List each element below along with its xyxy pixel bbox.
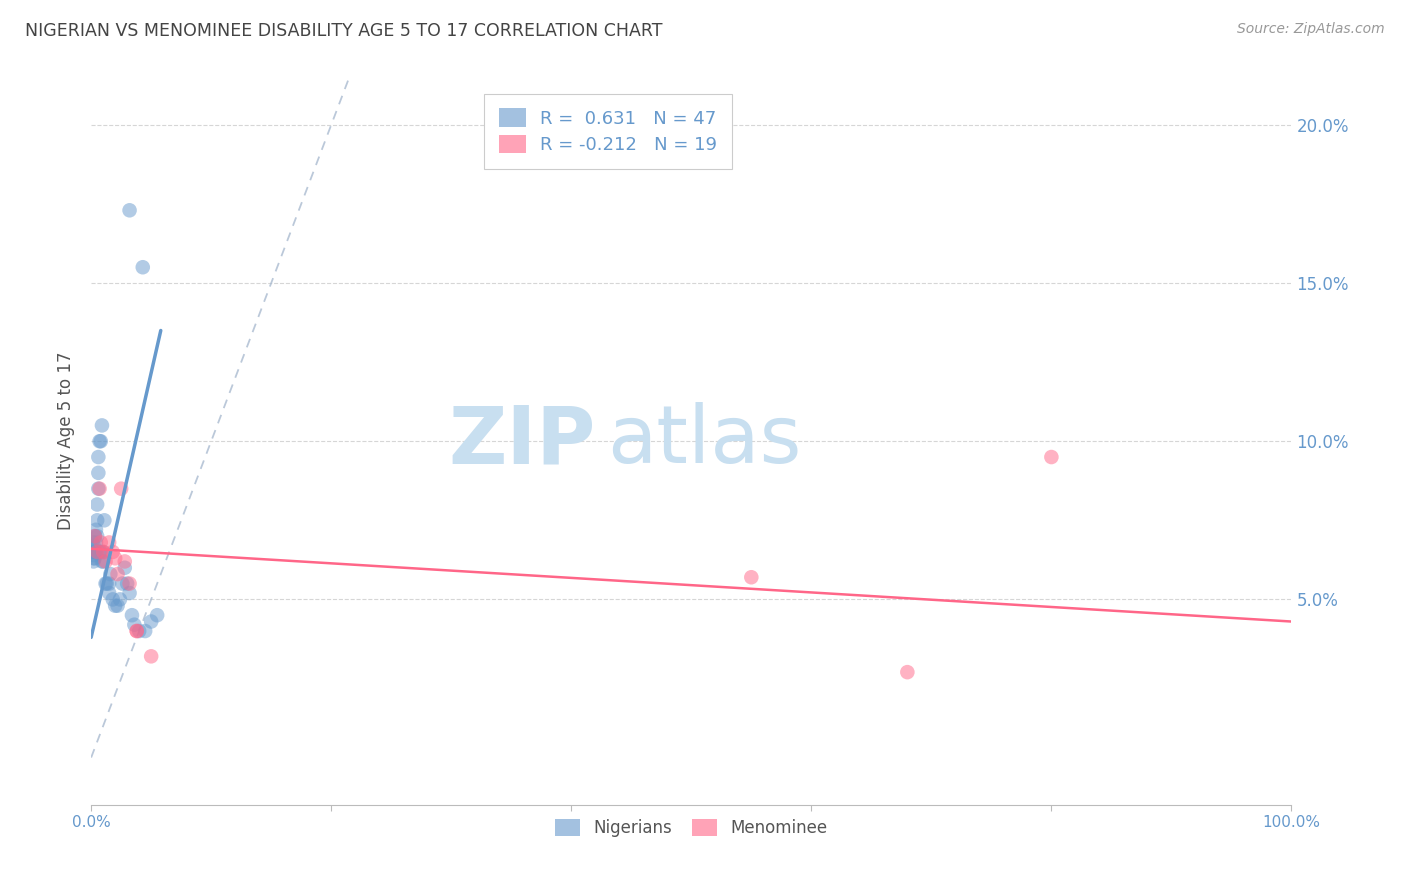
Point	[146, 608, 169, 623]
Point	[101, 545, 124, 559]
Point	[84, 535, 107, 549]
Point	[83, 545, 105, 559]
Point	[93, 513, 115, 527]
Point	[110, 482, 132, 496]
Point	[107, 567, 129, 582]
Point	[740, 570, 762, 584]
Text: Source: ZipAtlas.com: Source: ZipAtlas.com	[1237, 22, 1385, 37]
Point	[132, 260, 155, 275]
Point	[96, 576, 118, 591]
Text: NIGERIAN VS MENOMINEE DISABILITY AGE 5 TO 17 CORRELATION CHART: NIGERIAN VS MENOMINEE DISABILITY AGE 5 T…	[25, 22, 662, 40]
Point	[86, 498, 108, 512]
Point	[134, 624, 156, 638]
Point	[83, 539, 105, 553]
Point	[83, 529, 105, 543]
Point	[104, 551, 127, 566]
Point	[91, 545, 114, 559]
Point	[91, 554, 114, 568]
Point	[101, 592, 124, 607]
Point	[124, 617, 146, 632]
Point	[94, 576, 117, 591]
Point	[1040, 450, 1063, 464]
Point	[83, 551, 105, 566]
Point	[118, 586, 141, 600]
Point	[84, 523, 107, 537]
Point	[91, 554, 114, 568]
Point	[121, 608, 143, 623]
Point	[98, 535, 121, 549]
Point	[90, 434, 112, 449]
Point	[91, 418, 114, 433]
Point	[86, 513, 108, 527]
Point	[896, 665, 918, 680]
Point	[87, 466, 110, 480]
Point	[91, 545, 114, 559]
Point	[125, 624, 148, 638]
Point	[90, 535, 112, 549]
Point	[118, 576, 141, 591]
Point	[98, 586, 121, 600]
Point	[89, 482, 111, 496]
Point	[87, 482, 110, 496]
Point	[82, 541, 104, 556]
Point	[86, 529, 108, 543]
Point	[141, 649, 163, 664]
Point	[89, 545, 111, 559]
Point	[83, 529, 105, 543]
Point	[89, 434, 111, 449]
Point	[108, 592, 131, 607]
Point	[82, 535, 104, 549]
Point	[125, 624, 148, 638]
Y-axis label: Disability Age 5 to 17: Disability Age 5 to 17	[58, 352, 75, 531]
Point	[111, 576, 134, 591]
Point	[114, 554, 136, 568]
Point	[82, 545, 104, 559]
Point	[83, 554, 105, 568]
Text: atlas: atlas	[607, 402, 801, 480]
Point	[94, 554, 117, 568]
Point	[98, 567, 121, 582]
Point	[84, 545, 107, 559]
Point	[90, 545, 112, 559]
Point	[128, 624, 150, 638]
Point	[87, 450, 110, 464]
Point	[104, 599, 127, 613]
Point	[107, 599, 129, 613]
Point	[115, 576, 138, 591]
Point	[114, 561, 136, 575]
Point	[83, 548, 105, 562]
Point	[86, 545, 108, 559]
Point	[98, 576, 121, 591]
Point	[118, 203, 141, 218]
Point	[83, 551, 105, 566]
Point	[141, 615, 163, 629]
Text: ZIP: ZIP	[449, 402, 595, 480]
Legend: Nigerians, Menominee: Nigerians, Menominee	[548, 813, 834, 844]
